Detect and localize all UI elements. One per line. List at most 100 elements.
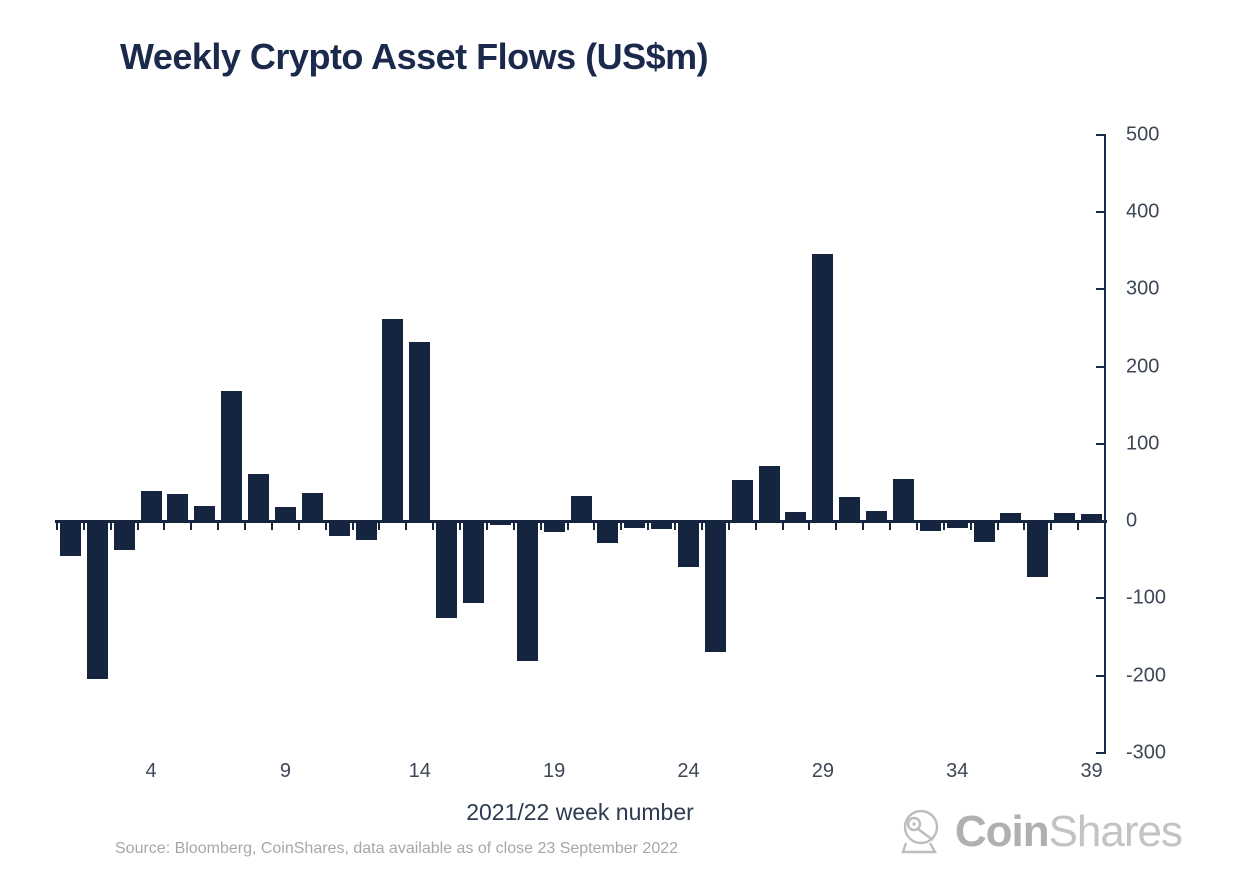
y-axis-tick	[1096, 365, 1106, 368]
x-axis-label: 4	[145, 760, 157, 782]
x-axis-tick	[217, 523, 220, 530]
x-axis-tick	[539, 523, 542, 530]
x-axis-tick	[620, 523, 623, 530]
x-axis-tick	[56, 523, 58, 530]
x-axis-tick	[647, 523, 650, 530]
y-axis-tick	[1096, 674, 1106, 677]
bar-week-18	[516, 521, 538, 661]
x-axis-tick	[351, 523, 354, 530]
bar-week-10	[301, 493, 323, 521]
coinshares-logo: Coin Shares	[897, 806, 1183, 858]
bar-week-2	[86, 521, 108, 680]
x-axis-tick	[512, 523, 515, 530]
x-axis-tick	[727, 523, 730, 530]
bar-week-13	[382, 318, 404, 521]
x-axis-tick	[1050, 523, 1053, 530]
bar-week-27	[758, 466, 780, 521]
x-axis-tick	[163, 523, 166, 530]
bar-week-16	[463, 521, 484, 603]
x-axis-label: 39	[1080, 760, 1103, 782]
x-axis-tick	[942, 523, 945, 530]
coinshares-logo-icon	[901, 809, 939, 854]
x-axis-tick	[674, 523, 677, 530]
bar-week-14	[409, 341, 431, 521]
bar-week-7	[221, 391, 243, 521]
x-axis-tick	[244, 523, 247, 530]
bar-week-29	[812, 253, 834, 521]
bar-week-23	[651, 521, 673, 530]
bar-week-37	[1027, 521, 1049, 577]
logo-text-shares: Shares	[1048, 807, 1183, 856]
x-axis-tick	[996, 523, 999, 530]
bar-week-25	[704, 521, 726, 653]
bar-week-11	[328, 521, 350, 536]
x-axis-tick	[969, 523, 972, 530]
x-axis-tick	[1077, 523, 1080, 530]
bar-week-34	[946, 521, 968, 528]
y-axis-tick	[1096, 751, 1106, 754]
x-axis-label: 34	[946, 760, 969, 782]
bar-week-12	[355, 521, 377, 540]
bar-week-19	[543, 521, 565, 532]
y-axis-tick	[1096, 442, 1106, 445]
y-axis-tick	[1096, 597, 1106, 600]
x-axis-tick	[324, 523, 327, 530]
bar-week-15	[436, 521, 458, 619]
x-axis-label: 29	[811, 760, 834, 782]
x-axis-tick	[432, 523, 435, 530]
x-axis-tick	[754, 523, 757, 530]
bar-week-20	[570, 496, 592, 521]
bar-week-21	[597, 521, 619, 543]
x-axis-tick	[1023, 523, 1026, 530]
y-axis-label: 300	[1126, 277, 1160, 300]
y-axis-label: 100	[1126, 432, 1160, 455]
x-axis-tick	[915, 523, 918, 530]
x-axis-tick	[405, 523, 408, 530]
x-axis-tick	[485, 523, 488, 530]
x-axis-tick	[297, 523, 300, 530]
y-axis-label: 400	[1126, 200, 1160, 223]
bar-week-28	[785, 511, 807, 521]
y-axis-tick	[1096, 211, 1106, 213]
bar-week-39	[1081, 514, 1103, 521]
x-axis-tick	[862, 523, 865, 530]
x-axis-tick	[378, 523, 381, 530]
y-axis-tick	[1096, 133, 1106, 136]
y-axis-label: -100	[1126, 586, 1167, 609]
bar-week-1	[59, 521, 81, 556]
bar-week-26	[731, 480, 753, 521]
bar-week-5	[167, 493, 189, 521]
x-axis-tick	[190, 523, 193, 530]
bar-week-6	[194, 506, 216, 521]
y-axis-label: -300	[1126, 741, 1167, 764]
y-axis-tick	[1096, 520, 1106, 522]
x-axis-tick	[136, 523, 139, 530]
x-axis-tick	[808, 523, 811, 530]
y-axis-label: 0	[1126, 509, 1138, 532]
bar-week-24	[677, 521, 699, 568]
x-axis-tick	[82, 523, 85, 530]
x-axis-baseline	[55, 520, 1107, 523]
y-axis-label: 500	[1126, 123, 1160, 146]
bar-week-31	[866, 510, 888, 521]
y-axis-label: 200	[1126, 355, 1160, 377]
x-axis-tick	[889, 523, 892, 530]
bar-week-4	[140, 490, 162, 521]
bar-week-36	[1000, 513, 1022, 521]
bar-week-8	[248, 473, 270, 521]
x-axis-label: 9	[279, 760, 291, 782]
x-axis-tick	[270, 523, 273, 530]
x-axis-tick	[781, 523, 784, 530]
bar-week-33	[919, 521, 941, 532]
bar-week-35	[973, 521, 995, 542]
logo-text-coin: Coin	[954, 807, 1050, 856]
bar-week-30	[839, 497, 861, 521]
x-axis-tick	[593, 523, 596, 530]
x-axis-label: 19	[543, 760, 566, 782]
x-axis-tick	[459, 523, 462, 530]
x-axis-tick	[566, 523, 569, 530]
bar-week-38	[1054, 512, 1076, 521]
bar-week-9	[274, 507, 296, 521]
bar-week-32	[892, 479, 914, 521]
